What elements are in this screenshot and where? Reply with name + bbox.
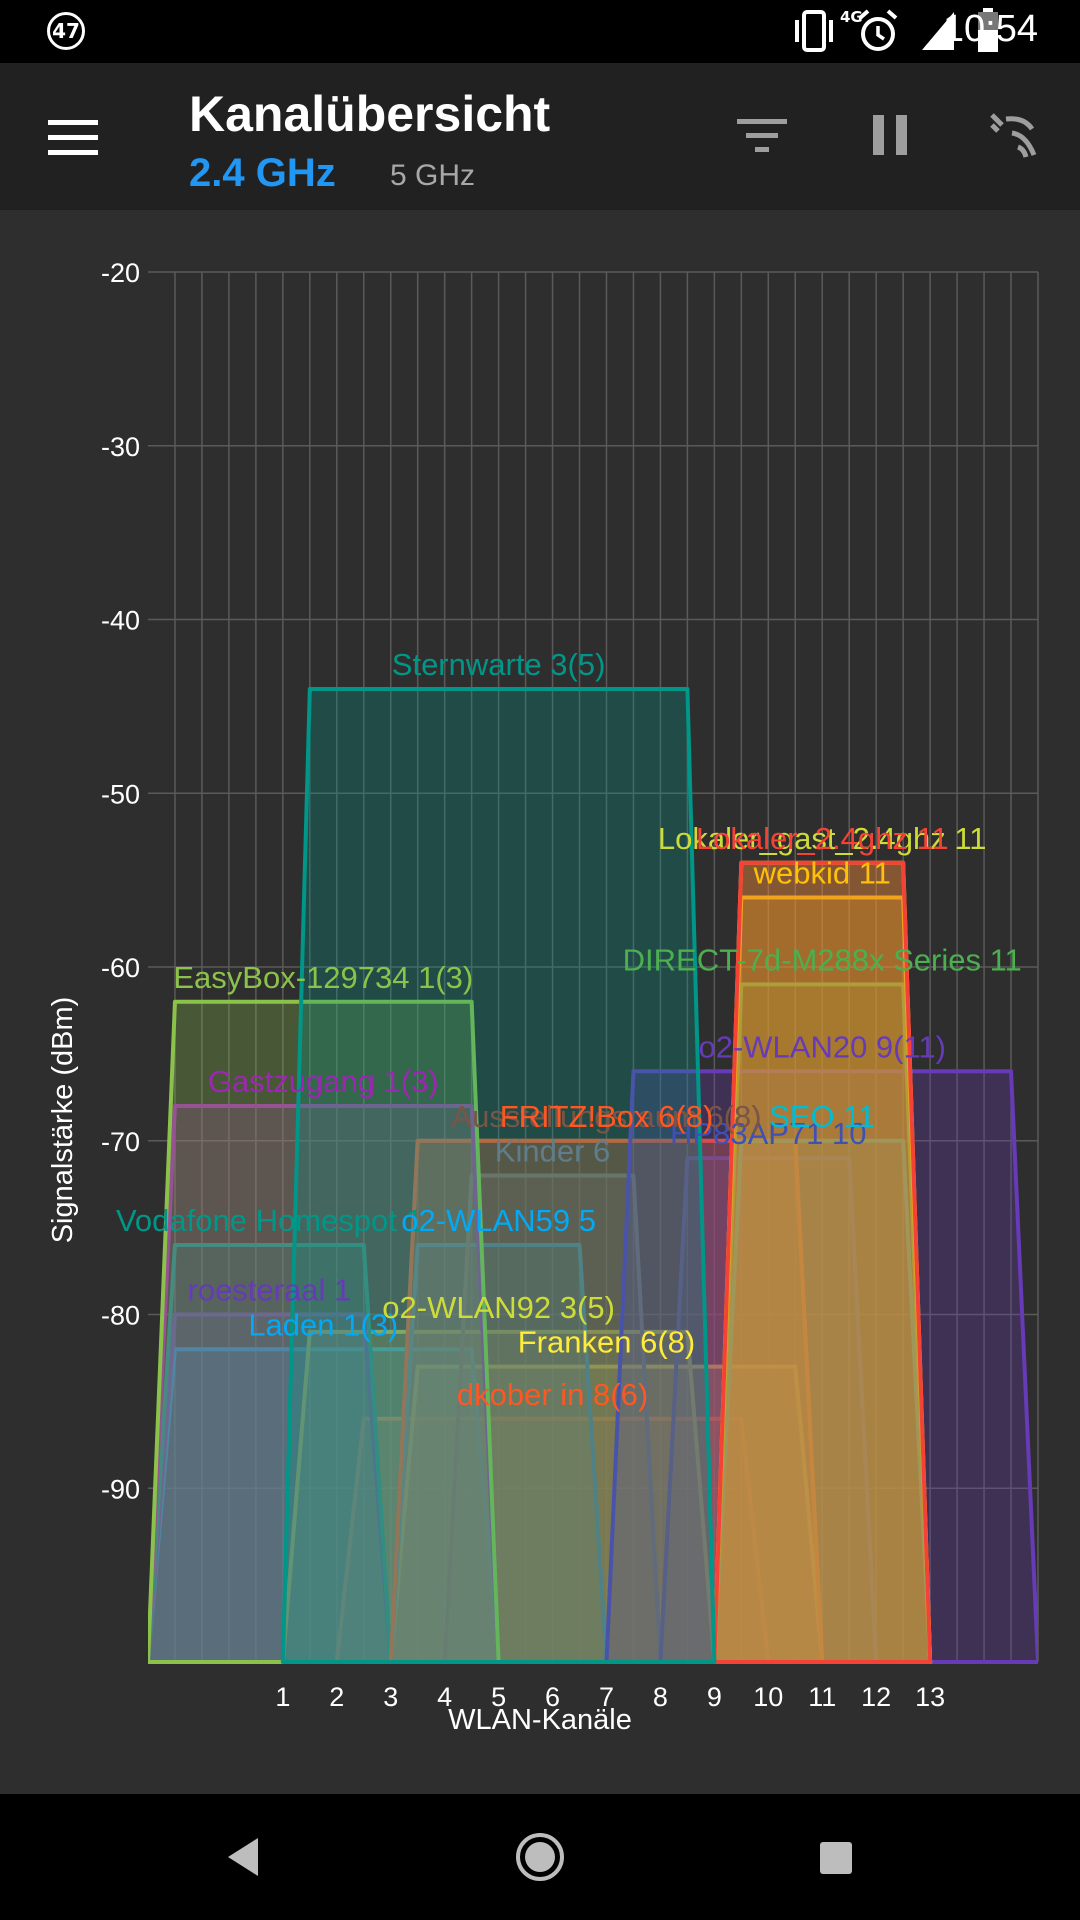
network-label: Ausstellungsraum 6(8) [451,1099,761,1134]
notification-count-badge: 47 [47,12,85,50]
tab-5-ghz[interactable]: 5 GHz [390,159,476,192]
network-label: Kinder 6 [495,1134,610,1169]
back-button[interactable] [214,1794,274,1920]
network-label: Sternwarte 3(5) [392,647,606,682]
network-signal-area [712,860,933,1664]
x-tick-label: 4 [437,1682,452,1712]
wifi-scan-icon[interactable] [990,111,1042,161]
home-button[interactable] [510,1794,570,1920]
network-label: roesteraal 1 [188,1273,352,1308]
y-tick-label: -80 [101,1301,140,1331]
x-tick-label: 7 [599,1682,614,1712]
network-label: FRITZ!Box 6(8) [500,1099,714,1134]
network-label: EasyBox-129734 1(3) [173,960,473,995]
network-type: 4G [840,8,863,26]
page-title: Kanalübersicht [189,86,551,142]
network-label: Vodafone Homespot 1 [116,1203,423,1238]
alarm-icon [858,9,898,51]
x-axis-label: WLAN-Kanäle [448,1704,632,1736]
network-label: Laden 1(3) [248,1307,398,1342]
network-signal-area [280,687,717,1664]
x-tick-label: 13 [915,1682,945,1712]
pause-icon[interactable] [873,115,907,155]
signal-icon [922,12,954,50]
status-time: 10:54 [942,8,1038,50]
battery-icon [978,8,998,52]
channel-chart: dkober in 8(6) Franken 6(8) Laden 1(3) o2-W… [0,210,1080,1794]
x-tick-label: 5 [491,1682,506,1712]
menu-icon[interactable] [48,118,98,158]
x-tick-label: 3 [383,1682,398,1712]
network-label: webkid 11 [753,856,891,891]
y-tick-label: -70 [101,1127,140,1157]
app-bar: Kanalübersicht 2.4 GHz 5 GHz [0,63,1080,210]
y-tick-label: -90 [101,1474,140,1504]
y-tick-label: -50 [101,779,140,809]
tab-2-4-ghz[interactable]: 2.4 GHz [189,151,336,195]
network-label: HP83AP71 10 [670,1116,866,1151]
y-tick-label: -40 [101,606,140,636]
network-label: SEO 11 [769,1099,875,1134]
x-tick-label: 10 [753,1682,783,1712]
channel-chart-svg: dkober in 8(6)Franken 6(8)Laden 1(3)o2-W… [47,258,1039,1736]
y-tick-label: -20 [101,258,140,288]
network-label: o2-WLAN20 9(11) [698,1029,946,1064]
network-label: DIRECT-7d-M288x Series 11 [623,942,1022,977]
network-label: o2-WLAN59 5 [401,1203,596,1238]
x-tick-label: 2 [329,1682,344,1712]
network-label: Lokaler_2.4ghz 11 [696,821,949,856]
x-tick-label: 6 [545,1682,560,1712]
filter-icon[interactable] [737,116,787,156]
network-label: Franken 6(8) [518,1325,695,1360]
vibrate-icon [795,10,833,52]
x-tick-label: 12 [861,1682,891,1712]
x-tick-label: 8 [653,1682,668,1712]
status-bar: 47 4G 10:54 [0,0,1080,63]
recents-button[interactable] [806,1794,866,1920]
x-tick-label: 11 [808,1682,836,1712]
y-tick-label: -30 [101,432,140,462]
network-label: dkober in 8(6) [457,1377,648,1412]
network-label: Lokaler_gast_2.4ghz 11 [658,821,987,856]
x-tick-label: 9 [707,1682,722,1712]
y-tick-label: -60 [101,953,140,983]
x-tick-label: 1 [275,1682,290,1712]
network-label: o2-WLAN92 3(5) [382,1290,615,1325]
system-nav-bar [0,1794,1080,1920]
status-icons: 4G 10:54 [680,0,1080,63]
y-axis-label: Signalstärke (dBm) [47,997,79,1244]
network-label: Gastzugang 1(3) [208,1064,439,1099]
